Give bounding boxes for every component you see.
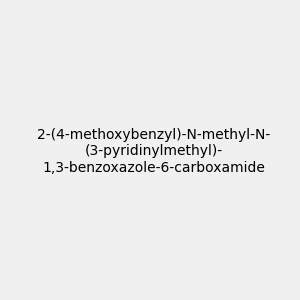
Text: 2-(4-methoxybenzyl)-N-methyl-N-
(3-pyridinylmethyl)-
1,3-benzoxazole-6-carboxami: 2-(4-methoxybenzyl)-N-methyl-N- (3-pyrid… <box>37 128 270 175</box>
